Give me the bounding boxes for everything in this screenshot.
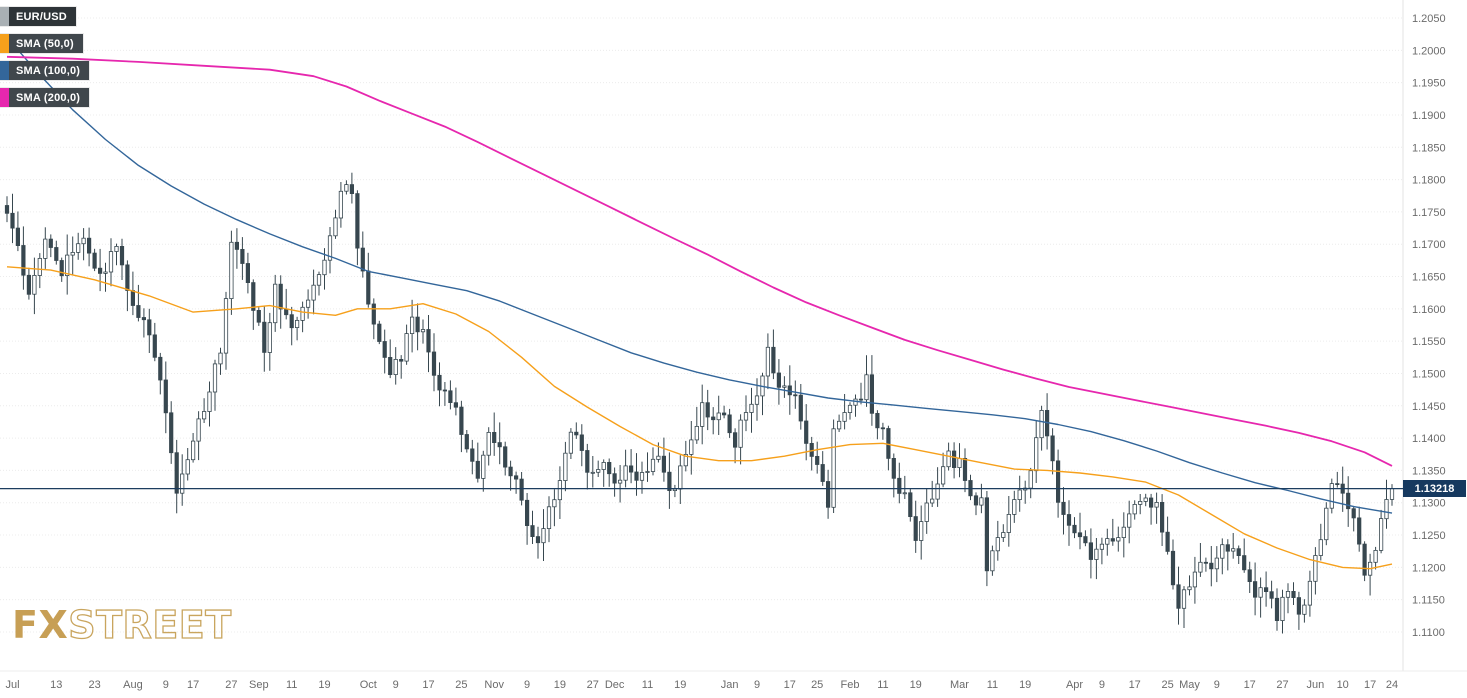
svg-text:24: 24 — [1386, 679, 1398, 691]
symbol-label: EUR/USD — [16, 10, 67, 23]
svg-text:25: 25 — [1161, 679, 1173, 691]
sma-50-line[interactable] — [6, 266, 1393, 570]
sma-50-color-chip — [0, 34, 9, 53]
svg-text:1.1850: 1.1850 — [1412, 142, 1446, 154]
svg-text:1.1800: 1.1800 — [1412, 175, 1446, 187]
svg-text:1.2000: 1.2000 — [1412, 45, 1446, 57]
svg-text:1.1350: 1.1350 — [1412, 465, 1446, 477]
fxstreet-logo-fx: FX — [12, 603, 69, 647]
time-axis-labels: Jul 13 23 Aug 9 17 27 Sep 11 19 Oct 9 17 25 Nov 9 19 27 De… — [5, 679, 1398, 691]
svg-text:17: 17 — [1364, 679, 1376, 691]
current-price-tag: 1.13218 — [1403, 480, 1466, 498]
svg-text:1.1200: 1.1200 — [1412, 562, 1446, 574]
svg-text:17: 17 — [1129, 679, 1141, 691]
legend-sma-100[interactable]: SMA (100,0) — [0, 61, 90, 80]
svg-text:Feb: Feb — [841, 679, 860, 691]
svg-text:19: 19 — [554, 679, 566, 691]
svg-text:Nov: Nov — [484, 679, 504, 691]
drag-handle-icon — [0, 7, 9, 26]
svg-text:9: 9 — [393, 679, 399, 691]
svg-text:1.1500: 1.1500 — [1412, 368, 1446, 380]
legend-sma-50[interactable]: SMA (50,0) — [0, 34, 83, 53]
svg-text:1.1450: 1.1450 — [1412, 401, 1446, 413]
svg-text:Mar: Mar — [950, 679, 969, 691]
svg-text:1.1650: 1.1650 — [1412, 272, 1446, 284]
svg-text:19: 19 — [910, 679, 922, 691]
indicator-legend: EUR/USD SMA (50,0) SMA (100,0) SMA (200,… — [0, 7, 90, 107]
fxstreet-watermark: FXSTREET — [12, 603, 232, 647]
sma-200-label: SMA (200,0) — [16, 91, 81, 104]
svg-text:17: 17 — [784, 679, 796, 691]
svg-text:1.1250: 1.1250 — [1412, 530, 1446, 542]
svg-text:27: 27 — [1276, 679, 1288, 691]
svg-text:10: 10 — [1337, 679, 1349, 691]
svg-text:13: 13 — [50, 679, 62, 691]
legend-sma-200[interactable]: SMA (200,0) — [0, 88, 90, 107]
svg-text:9: 9 — [524, 679, 530, 691]
svg-text:Apr: Apr — [1066, 679, 1083, 691]
sma-100-label: SMA (100,0) — [16, 64, 81, 77]
svg-text:17: 17 — [187, 679, 199, 691]
svg-text:Jul: Jul — [5, 679, 19, 691]
svg-text:23: 23 — [88, 679, 100, 691]
svg-text:9: 9 — [754, 679, 760, 691]
sma-100-color-chip — [0, 61, 9, 80]
sma-100-line[interactable] — [6, 36, 1393, 514]
svg-text:17: 17 — [1244, 679, 1256, 691]
svg-text:9: 9 — [1214, 679, 1220, 691]
price-axis-labels: 1.2050 1.2000 1.1950 1.1900 1.1850 1.1800 1.17… — [1412, 13, 1446, 639]
svg-text:Sep: Sep — [249, 679, 269, 691]
svg-text:1.1750: 1.1750 — [1412, 207, 1446, 219]
svg-text:Jun: Jun — [1307, 679, 1325, 691]
svg-text:27: 27 — [225, 679, 237, 691]
candles-layer — [4, 172, 1395, 634]
svg-text:27: 27 — [587, 679, 599, 691]
svg-text:25: 25 — [455, 679, 467, 691]
svg-text:19: 19 — [1019, 679, 1031, 691]
fxstreet-logo-street: STREET — [68, 603, 232, 647]
svg-text:1.1950: 1.1950 — [1412, 78, 1446, 90]
svg-text:1.1700: 1.1700 — [1412, 239, 1446, 251]
svg-text:9: 9 — [163, 679, 169, 691]
svg-text:1.1400: 1.1400 — [1412, 433, 1446, 445]
svg-text:1.1600: 1.1600 — [1412, 304, 1446, 316]
svg-text:1.1900: 1.1900 — [1412, 110, 1446, 122]
svg-text:11: 11 — [987, 679, 998, 691]
sma-200-line[interactable] — [6, 55, 1393, 467]
svg-text:19: 19 — [318, 679, 330, 691]
svg-text:25: 25 — [811, 679, 823, 691]
svg-text:11: 11 — [877, 679, 888, 691]
svg-text:May: May — [1179, 679, 1200, 691]
svg-text:11: 11 — [642, 679, 653, 691]
svg-text:Oct: Oct — [360, 679, 377, 691]
sma-50-label: SMA (50,0) — [16, 37, 74, 50]
grid-layer — [0, 17, 1402, 633]
sma-200-color-chip — [0, 88, 9, 107]
svg-text:Dec: Dec — [605, 679, 625, 691]
svg-text:11: 11 — [286, 679, 297, 691]
svg-text:1.1550: 1.1550 — [1412, 336, 1446, 348]
svg-text:Aug: Aug — [123, 679, 143, 691]
svg-text:1.1150: 1.1150 — [1412, 595, 1445, 607]
svg-text:17: 17 — [422, 679, 434, 691]
svg-text:19: 19 — [674, 679, 686, 691]
svg-text:1.1100: 1.1100 — [1412, 627, 1445, 639]
svg-text:Jan: Jan — [721, 679, 739, 691]
svg-text:1.2050: 1.2050 — [1412, 13, 1446, 25]
symbol-badge[interactable]: EUR/USD — [0, 7, 76, 26]
svg-text:9: 9 — [1099, 679, 1105, 691]
svg-text:1.1300: 1.1300 — [1412, 498, 1446, 510]
